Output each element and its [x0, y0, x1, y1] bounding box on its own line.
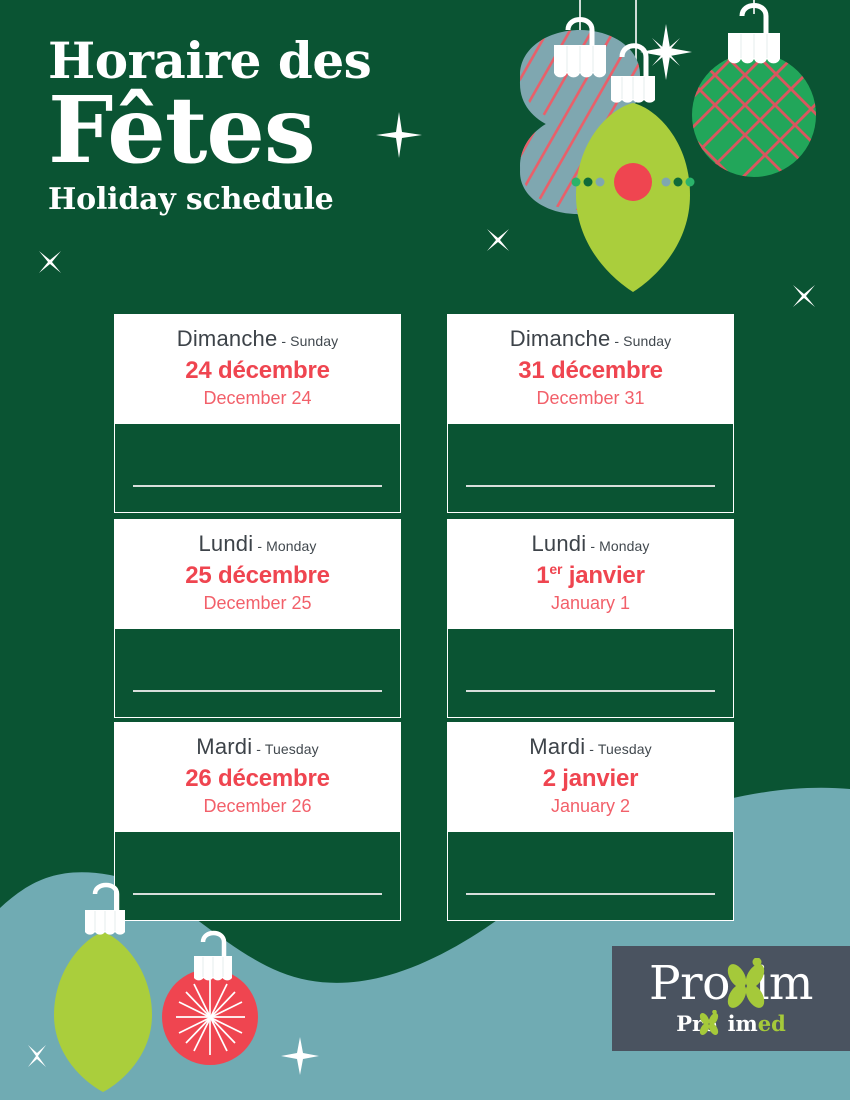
x-sparkle-icon-left: [39, 251, 61, 273]
four-point-star-icon: [640, 24, 692, 80]
card-hours-field[interactable]: [114, 831, 401, 921]
card-day-en: Tuesday: [264, 741, 319, 757]
card-header: Dimanche - Sunday 31 décembre December 3…: [447, 314, 734, 423]
card-day-fr: Mardi: [196, 734, 253, 759]
card-day-fr: Lundi: [531, 531, 587, 556]
card-write-line: [466, 690, 715, 692]
schedule-card[interactable]: Mardi - Tuesday 2 janvier January 2: [447, 722, 734, 921]
card-day-en: Sunday: [290, 333, 339, 349]
card-write-line: [133, 893, 382, 895]
card-date-en: December 31: [536, 388, 645, 408]
card-date-en: December 26: [203, 796, 312, 816]
four-point-star-icon-left: [376, 112, 422, 158]
card-header: Mardi - Tuesday 26 décembre December 26: [114, 722, 401, 831]
card-day-fr: Lundi: [198, 531, 254, 556]
card-date-fr: 24 décembre: [185, 357, 330, 384]
card-write-line: [466, 485, 715, 487]
card-date-en: January 2: [550, 796, 631, 816]
ornament-cap: [728, 3, 780, 64]
card-date-fr: 31 décembre: [518, 357, 663, 384]
card-day-en: Monday: [266, 538, 317, 554]
card-day-fr: Mardi: [529, 734, 586, 759]
logo-sub-wordmark: Pro imed: [612, 1012, 850, 1036]
logo-main-wordmark: Pro im: [612, 958, 850, 1010]
logo-main-post: im: [754, 956, 813, 1011]
card-day-en: Monday: [599, 538, 650, 554]
card-header: Lundi - Monday 25 décembre December 25: [114, 519, 401, 628]
card-date-fr-num: 1: [536, 562, 550, 589]
card-hours-field[interactable]: [447, 628, 734, 718]
x-sparkle-icon-middle: [487, 229, 509, 251]
card-hours-field[interactable]: [447, 423, 734, 513]
schedule-card[interactable]: Dimanche - Sunday 24 décembre December 2…: [114, 314, 401, 513]
card-day-line: Mardi - Tuesday: [455, 734, 726, 762]
butterfly-x-icon-small: [699, 1010, 719, 1035]
card-hours-field[interactable]: [447, 831, 734, 921]
card-day-line: Dimanche - Sunday: [455, 326, 726, 354]
x-sparkle-icon-bottom: [28, 1045, 46, 1067]
card-date-en: December 24: [203, 388, 312, 408]
card-day-sep: -: [252, 741, 265, 757]
logo-sub-ed: ed: [757, 1011, 786, 1036]
bottom-ornaments-group: [28, 882, 319, 1092]
four-point-star-icon-bottom: [281, 1037, 319, 1075]
card-day-sep: -: [610, 333, 624, 349]
schedule-card[interactable]: Mardi - Tuesday 26 décembre December 26: [114, 722, 401, 921]
ornament-cap: [611, 43, 655, 103]
logo-sub-mid: im: [727, 1011, 758, 1036]
lime-teardrop-ornament: [571, 43, 695, 292]
logo-main-pre: Pro: [649, 956, 730, 1011]
card-hours-field[interactable]: [114, 628, 401, 718]
card-write-line: [466, 893, 715, 895]
card-day-line: Lundi - Monday: [455, 531, 726, 559]
title-line-english: Holiday schedule: [48, 182, 334, 217]
schedule-card[interactable]: Lundi - Monday 1er janvier January 1: [447, 519, 734, 718]
x-sparkle-icon-right: [793, 285, 815, 307]
card-write-line: [133, 485, 382, 487]
title-line-horaire: Horaire des: [48, 31, 372, 90]
card-day-line: Lundi - Monday: [122, 531, 393, 559]
schedule-card[interactable]: Lundi - Monday 25 décembre December 25: [114, 519, 401, 718]
card-header: Mardi - Tuesday 2 janvier January 2: [447, 722, 734, 831]
card-day-sep: -: [586, 538, 600, 554]
card-date-fr: 26 décembre: [185, 765, 330, 792]
card-day-line: Mardi - Tuesday: [122, 734, 393, 762]
card-day-fr: Dimanche: [176, 326, 278, 351]
title-line-fetes: Fêtes: [48, 76, 316, 184]
poster-title: Horaire des Fêtes Holiday schedule: [48, 31, 372, 218]
card-date-fr: 2 janvier: [542, 765, 639, 792]
card-date-en: January 1: [550, 593, 631, 613]
card-date-fr-sup: er: [549, 561, 563, 577]
proxim-logo[interactable]: Pro im Pro imed: [612, 946, 850, 1051]
card-day-sep: -: [277, 333, 291, 349]
card-day-line: Dimanche - Sunday: [122, 326, 393, 354]
ornament-cap: [554, 17, 606, 78]
red-ball-ornament-bottom: [162, 930, 258, 1065]
card-header: Lundi - Monday 1er janvier January 1: [447, 519, 734, 628]
card-date-fr-rest: janvier: [562, 562, 645, 589]
card-day-en: Sunday: [623, 333, 672, 349]
card-day-sep: -: [585, 741, 598, 757]
card-date-fr: 1er janvier: [455, 561, 726, 591]
card-day-sep: -: [253, 538, 267, 554]
card-write-line: [133, 690, 382, 692]
card-day-fr: Dimanche: [509, 326, 611, 351]
lime-teardrop-ornament-bottom: [54, 882, 152, 1092]
card-hours-field[interactable]: [114, 423, 401, 513]
card-header: Dimanche - Sunday 24 décembre December 2…: [114, 314, 401, 423]
ornament-center-dot: [614, 163, 652, 201]
butterfly-x-icon: [727, 958, 765, 1008]
schedule-card[interactable]: Dimanche - Sunday 31 décembre December 3…: [447, 314, 734, 513]
card-day-en: Tuesday: [597, 741, 652, 757]
card-date-fr: 25 décembre: [185, 562, 330, 589]
card-date-en: December 25: [203, 593, 312, 613]
top-ornaments-group: [520, 0, 816, 292]
